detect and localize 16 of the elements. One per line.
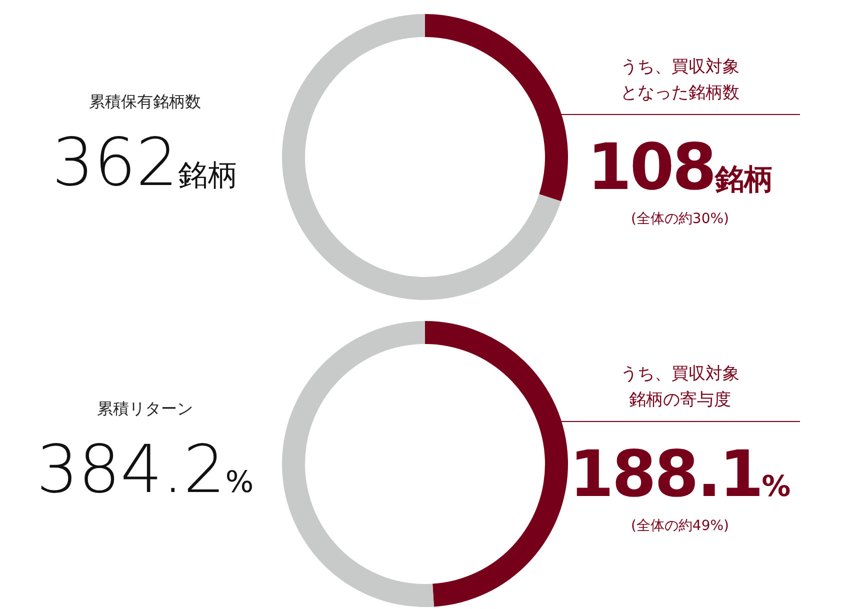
text: 累積リターン [96, 399, 194, 420]
text: 銘柄の寄与度 [628, 388, 732, 412]
donut-slice [425, 321, 568, 607]
text: うち、買収対象 [620, 363, 740, 386]
text: 累積保有銘柄数 [88, 92, 202, 113]
donut-slice [282, 321, 434, 607]
text: 384.2% [36, 431, 254, 508]
text: 362銘柄 [52, 124, 238, 201]
text: (全体の約30%) [630, 210, 730, 228]
text: 108銘柄 [587, 131, 773, 205]
text: 188.1% [569, 438, 791, 512]
text: となった銘柄数 [620, 82, 740, 104]
text: (全体の約49%) [630, 517, 730, 535]
donut-slice [425, 14, 568, 202]
text: うち、買収対象 [620, 56, 740, 79]
donut-slice [282, 14, 561, 300]
